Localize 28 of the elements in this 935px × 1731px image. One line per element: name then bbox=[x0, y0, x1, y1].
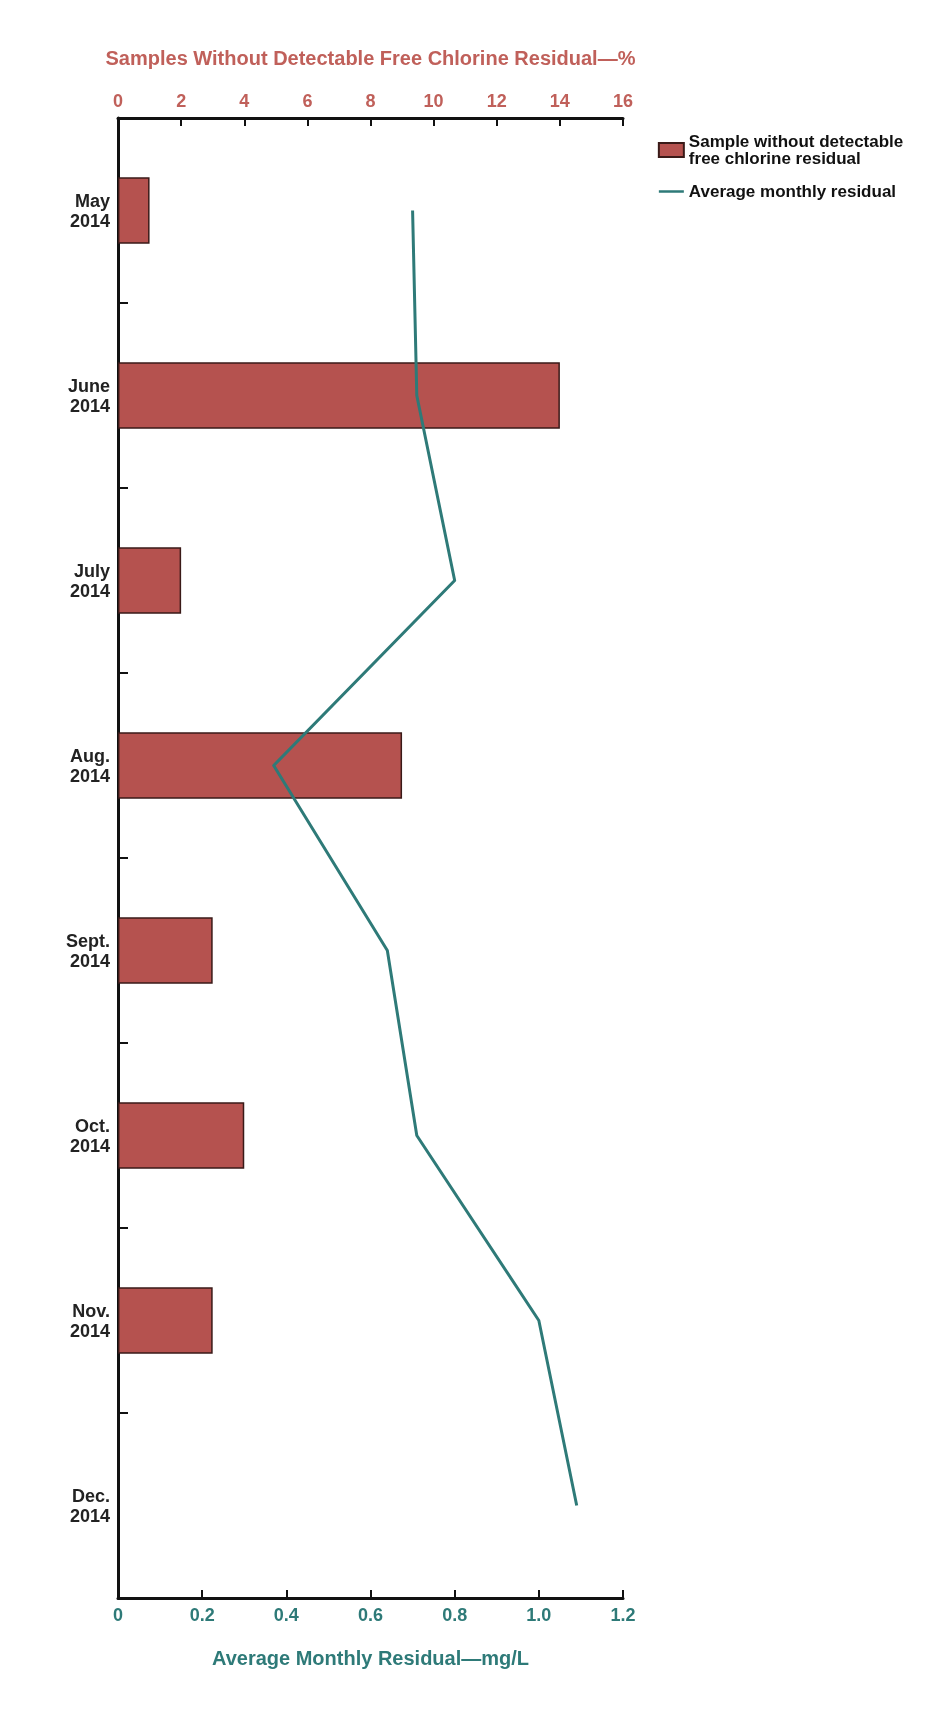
legend-label: Average monthly residual bbox=[688, 182, 897, 201]
x-tick-label: 0.8 bbox=[442, 1605, 468, 1625]
y-tick-label: July 2014 bbox=[69, 560, 110, 601]
x2-tick-label: 16 bbox=[612, 91, 634, 111]
y-tick-label: May 2014 bbox=[69, 190, 110, 231]
x-tick-label: 1.2 bbox=[610, 1605, 636, 1625]
x2-tick-label: 2 bbox=[176, 91, 187, 111]
y-tick-label: Dec. 2014 bbox=[69, 1485, 110, 1526]
x-tick-label: 0.4 bbox=[273, 1605, 299, 1625]
y-tick-label: Aug. 2014 bbox=[69, 745, 110, 786]
x2-tick-label: 12 bbox=[486, 91, 507, 111]
x2-tick-label: 10 bbox=[423, 91, 444, 111]
y-tick-label: Oct. 2014 bbox=[69, 1115, 110, 1156]
x2-tick-label: 4 bbox=[239, 91, 250, 111]
y-tick-label: June 2014 bbox=[67, 375, 110, 416]
legend-label: Sample without detectable free chlorine residual bbox=[688, 132, 909, 168]
x-axis-title: Average Monthly Residual—mg/L bbox=[211, 1647, 530, 1669]
y-tick-label: Nov. 2014 bbox=[69, 1300, 110, 1341]
x2-tick-label: 14 bbox=[549, 91, 570, 111]
x-tick-label: 1.0 bbox=[526, 1605, 552, 1625]
x-tick-label: 0.6 bbox=[357, 1605, 384, 1625]
x-tick-label: 0.2 bbox=[189, 1605, 215, 1625]
x2-tick-label: 8 bbox=[365, 91, 376, 111]
x-tick-label: 0 bbox=[112, 1605, 124, 1625]
y-tick-label: Sept. 2014 bbox=[65, 930, 110, 971]
x2-tick-label: 6 bbox=[302, 91, 313, 111]
x2-axis-title: Samples Without Detectable Free Chlorine Residual—% bbox=[105, 47, 636, 69]
x2-tick-label: 0 bbox=[112, 91, 124, 111]
